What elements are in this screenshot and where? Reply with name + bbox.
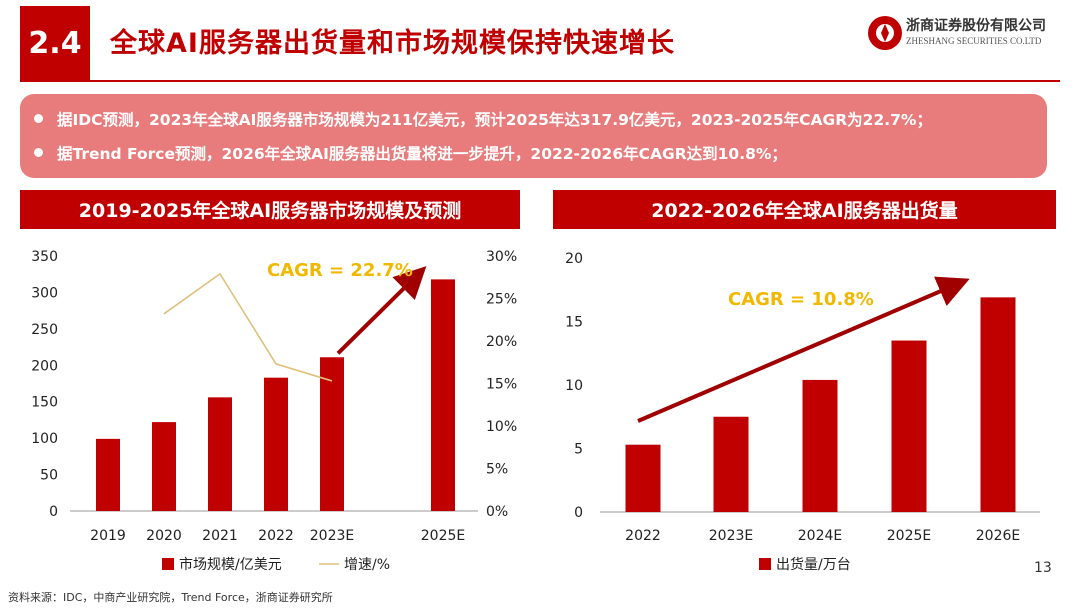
logo-company-english: ZHESHANG SECURITIES CO.LTD [906,36,1042,46]
y-tick-label-right: 30% [486,249,517,265]
right-chart-title: 2022-2026年全球AI服务器出货量 [553,190,1056,229]
summary-bullet: 据Trend Force预测，2026年全球AI服务器出货量将进一步提升，202… [34,142,787,164]
x-tick-label: 2026E [976,528,1020,544]
y-tick-label-left: 50 [40,468,58,484]
y-tick-label-left: 250 [31,322,58,338]
x-tick-label: 2025E [887,528,931,544]
bar-market-size [431,279,455,511]
growth-rate-line [163,272,333,382]
legend-swatch-bar [759,558,771,570]
summary-text: 据IDC预测，2023年全球AI服务器市场规模为211亿美元，预计2025年达3… [57,111,932,129]
bar-shipments [625,444,661,512]
page-title: 全球AI服务器出货量和市场规模保持快速增长 [110,27,675,59]
title-divider [20,80,1060,82]
y-tick-label-right: 25% [486,292,517,308]
company-logo: 浙商证券股份有限公司 ZHESHANG SECURITIES CO.LTD [866,12,1066,56]
y-tick-label-left: 350 [31,249,58,265]
x-tick-label: 2023E [310,528,354,544]
x-tick-label: 2022 [625,528,661,544]
y-tick-label: 15 [565,315,583,331]
x-tick-label: 2023E [709,528,753,544]
x-tick-label: 2019 [90,528,126,544]
bar-market-size [152,422,176,511]
bar-market-size [320,357,344,511]
summary-box: 据IDC预测，2023年全球AI服务器市场规模为211亿美元，预计2025年达3… [20,94,1047,178]
bar-market-size [264,377,288,511]
x-tick-label: 2025E [421,528,465,544]
cagr-arrow [637,276,970,423]
y-tick-label-left: 200 [31,358,58,374]
y-tick-label-right: 10% [486,419,517,435]
y-tick-label: 10 [565,378,583,394]
source-note: 资料来源：IDC，中商产业研究院，Trend Force，浙商证券研究所 [8,591,333,604]
bar-market-size [208,397,232,511]
x-tick-label: 2021 [202,528,238,544]
right-chart: 0 5 10 15 20 2022 2023E 2024E 2025E 2026E CAGR = 1… [565,251,1040,573]
bar-market-size [96,438,120,511]
y-tick-label-right: 15% [486,377,517,393]
cagr-arrow [336,266,427,355]
logo-company-name: 浙商证券股份有限公司 [906,18,1046,34]
cagr-label: CAGR = 22.7% [267,260,413,281]
cagr-label: CAGR = 10.8% [728,289,874,310]
y-tick-label-left: 150 [31,395,58,411]
y-tick-label: 0 [574,505,583,521]
y-tick-label-left: 0 [49,504,58,520]
page-number: 13 [1034,560,1052,576]
y-tick-label-left: 300 [31,285,58,301]
y-tick-label-right: 0% [486,504,508,520]
section-number: 2.4 [20,6,90,80]
legend-label: 出货量/万台 [776,556,851,573]
summary-text: 据Trend Force预测，2026年全球AI服务器出货量将进一步提升，202… [57,145,787,163]
x-tick-label: 2024E [798,528,842,544]
y-tick-label-left: 100 [31,431,58,447]
summary-bullet: 据IDC预测，2023年全球AI服务器市场规模为211亿美元，预计2025年达3… [34,108,932,130]
x-tick-label: 2022 [258,528,294,544]
legend-label: 增速/% [344,557,390,573]
bar-shipments [802,379,838,512]
bar-shipments [891,340,927,512]
y-tick-label: 5 [574,442,583,458]
bullet-dot-icon [34,148,43,157]
y-tick-label-right: 20% [486,334,517,350]
bar-shipments [713,416,749,512]
y-tick-label: 20 [565,251,583,267]
company-logo-icon [868,16,902,50]
left-chart: 0 50 100 150 200 250 300 350 0% 5% 10% 15% 20% 25% 30%… [31,249,517,573]
bullet-dot-icon [34,114,43,123]
y-tick-label-right: 5% [486,462,508,478]
legend-swatch-bar [162,558,174,570]
left-chart-title: 2019-2025年全球AI服务器市场规模及预测 [20,190,520,229]
legend-label: 市场规模/亿美元 [179,556,282,573]
x-tick-label: 2020 [146,528,182,544]
bar-shipments [980,297,1016,512]
